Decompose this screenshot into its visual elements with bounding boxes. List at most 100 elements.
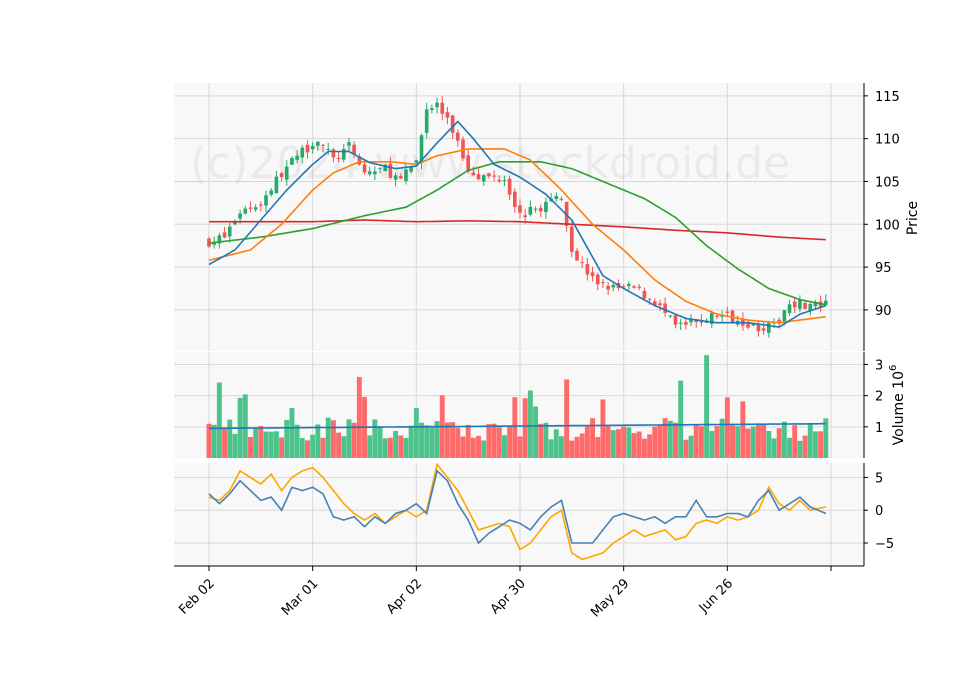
candle-body <box>497 179 502 182</box>
volume-bar <box>496 427 502 458</box>
candle-body <box>279 173 284 178</box>
volume-bar <box>807 423 813 458</box>
candle-body <box>336 157 341 159</box>
candle-body <box>507 178 512 195</box>
candle-body <box>699 320 704 323</box>
candle-body <box>243 208 248 214</box>
volume-bar <box>818 431 824 458</box>
candle-body <box>248 207 253 209</box>
candle-body <box>627 283 631 286</box>
volume-bar <box>299 438 305 458</box>
volume-bar <box>527 390 533 458</box>
candle-body <box>761 328 766 331</box>
volume-bar <box>574 436 580 458</box>
volume-bar <box>735 426 741 458</box>
volume-bar <box>673 422 678 458</box>
volume-bar <box>367 435 373 458</box>
candle-body <box>487 173 491 177</box>
volume-bar <box>387 437 393 458</box>
volume-bar <box>750 426 756 458</box>
volume-bar <box>766 431 772 458</box>
ma-200-line <box>209 219 826 241</box>
candle-body <box>559 198 564 200</box>
oscillator-line-b <box>208 462 826 561</box>
candle-body <box>300 147 305 158</box>
volume-bar <box>372 419 378 458</box>
candle-body <box>544 201 548 213</box>
candle-body <box>611 284 616 288</box>
volume-bar <box>455 427 461 458</box>
candle-body <box>227 226 232 237</box>
candle-body <box>715 315 719 317</box>
candle-body <box>435 102 439 108</box>
volume-bar <box>382 438 388 458</box>
volume-bar <box>595 437 601 458</box>
x-tick-label: Feb 02 <box>176 576 218 618</box>
candle-body <box>632 286 636 288</box>
candle-body <box>284 166 289 180</box>
candle-body <box>766 323 771 333</box>
candle-body <box>383 164 388 172</box>
candle-body <box>450 115 455 133</box>
volume-bar <box>211 424 217 458</box>
candle-body <box>373 171 377 175</box>
volume-bar <box>501 435 507 458</box>
x-tick-label: Apr 02 <box>384 576 425 617</box>
candle-body <box>518 205 522 213</box>
candle-body <box>668 315 673 317</box>
volume-bar <box>730 425 735 458</box>
volume-bar <box>823 418 829 458</box>
oscillator-tick-label: 0 <box>875 504 883 519</box>
candle-body <box>305 144 310 153</box>
oscillator-tick-label: −5 <box>875 537 894 552</box>
candle-body <box>575 250 579 261</box>
candle-body <box>523 215 527 218</box>
volume-bar <box>351 422 357 458</box>
price-tick-label: 95 <box>875 261 892 276</box>
candle-body <box>357 156 362 165</box>
candle-body <box>538 207 543 212</box>
volume-bar <box>641 438 647 458</box>
candle-body <box>445 112 450 118</box>
volume-bar <box>797 440 803 458</box>
candle-body <box>310 146 315 150</box>
volume-bar <box>543 422 549 458</box>
volume-bar <box>512 397 518 458</box>
candle-body <box>440 102 445 114</box>
volume-bar <box>424 425 430 458</box>
candle-body <box>455 132 460 141</box>
volume-bar <box>755 425 761 458</box>
candle-body <box>295 155 299 160</box>
volume-bar <box>206 423 212 458</box>
volume-bar <box>688 435 694 458</box>
candle-body <box>367 171 372 175</box>
volume-bar <box>647 434 653 458</box>
candle-body <box>419 135 424 164</box>
candle-body <box>803 302 807 309</box>
candle-body <box>253 207 258 210</box>
candle-body <box>461 139 465 159</box>
volume-bar <box>429 427 435 458</box>
ma-mid-line <box>208 148 826 324</box>
volume-bar <box>346 419 352 458</box>
volume-bar <box>222 428 228 458</box>
candle-body <box>798 299 802 309</box>
volume-bar <box>273 431 279 458</box>
price-panel-bg <box>174 83 864 351</box>
candle-body <box>606 285 610 290</box>
volume-bar <box>802 435 808 458</box>
volume-bar <box>517 436 523 458</box>
candle-body <box>637 286 642 288</box>
volume-bar <box>548 439 554 458</box>
volume-bar <box>709 430 715 458</box>
candle-body <box>471 172 476 176</box>
candle-body <box>316 141 320 146</box>
price-tick-label: 115 <box>875 90 900 105</box>
volume-axis-label-base: Volume 10 <box>891 371 907 445</box>
volume-bar <box>616 429 621 458</box>
volume-bar <box>538 423 544 458</box>
volume-bar <box>600 399 606 458</box>
ma-long-line <box>208 161 826 306</box>
candle-body <box>585 264 590 275</box>
volume-bar <box>559 436 564 458</box>
